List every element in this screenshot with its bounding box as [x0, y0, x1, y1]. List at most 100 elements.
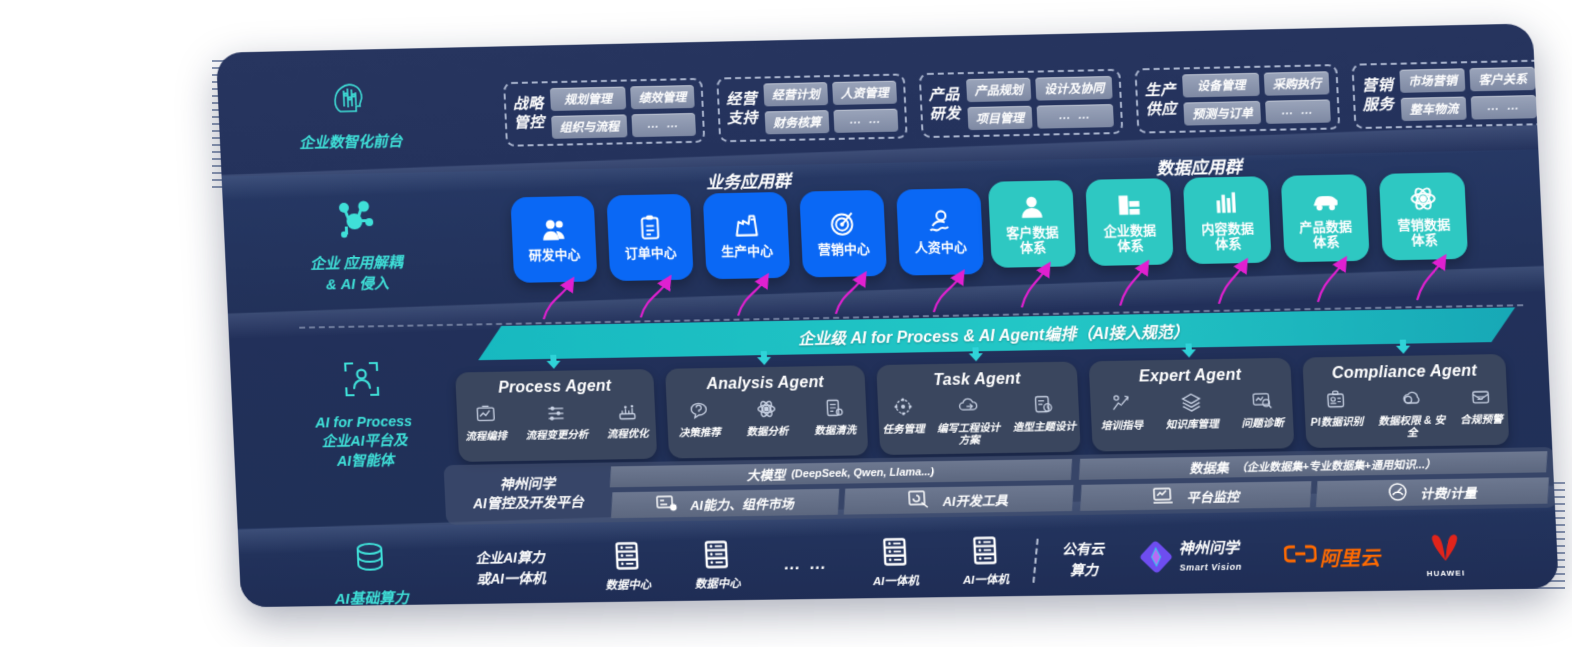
platform-cell-monitor[interactable]: 平台监控: [1080, 481, 1312, 511]
building-icon: [1114, 190, 1142, 218]
top-group-4[interactable]: 营销 服务 市场营销 客户关系 整车物流… …: [1351, 59, 1547, 130]
top-group-3[interactable]: 生产 供应 设备管理 采购执行 预测与订单… …: [1134, 64, 1341, 134]
gauge-icon: [1387, 481, 1408, 504]
doc-clean-icon: [824, 398, 845, 423]
agent-function[interactable]: 培训指导: [1099, 393, 1143, 433]
agent-card-2[interactable]: Task Agent 任务管理 编写工程设计方案 造型主题设计: [876, 347, 1081, 456]
top-group-chip[interactable]: 采购执行: [1263, 71, 1330, 96]
agent-function[interactable]: 编写工程设计方案: [934, 395, 1002, 447]
top-group-chip[interactable]: 组织与流程: [551, 114, 628, 139]
platform-cell-billing[interactable]: 计费/计量: [1315, 477, 1549, 508]
top-group-chip[interactable]: 人资管理: [832, 80, 898, 105]
agent-function[interactable]: 合规预警: [1458, 386, 1503, 438]
public-cloud-l2: 算力: [1069, 561, 1099, 579]
agent-down-arrow-icon: [1393, 339, 1415, 371]
agent-function[interactable]: 任务管理: [881, 396, 925, 448]
data-card-0[interactable]: 客户数据 体系: [987, 180, 1077, 268]
clipboard-icon: [636, 214, 664, 241]
top-group-title: 产品 研发: [928, 86, 961, 123]
business-card-label: 研发中心: [528, 247, 581, 264]
top-group-chip[interactable]: 设计及协同: [1035, 75, 1113, 101]
agent-card-4[interactable]: Compliance Agent PI数据识别 数据权限 & 安全 合规预警: [1302, 339, 1510, 449]
top-group-chip[interactable]: 经营计划: [763, 82, 829, 107]
top-group-chip[interactable]: 预测与订单: [1183, 100, 1262, 126]
top-group-chips: 经营计划 人资管理 财务核算… …: [763, 80, 899, 135]
vendor-huawei[interactable]: HUAWEI: [1424, 532, 1467, 578]
data-card-label: 客户数据 体系: [1006, 224, 1060, 256]
top-group-chip[interactable]: 整车物流: [1400, 96, 1467, 122]
agent-function[interactable]: PI数据识别: [1309, 389, 1364, 441]
agent-card-1[interactable]: Analysis Agent 决策推荐 数据分析 数据清洗: [665, 350, 869, 459]
platform-cell-devtool[interactable]: AI开发工具: [843, 484, 1074, 515]
dataset-bar[interactable]: 数据集 （企业数据集+专业数据集+通用知识...）: [1078, 451, 1548, 480]
dataset-label: 数据集: [1189, 460, 1230, 477]
top-group-2[interactable]: 产品 研发 产品规划 设计及协同 项目管理… …: [918, 68, 1124, 139]
top-group-chip[interactable]: … …: [833, 108, 899, 133]
top-group-chip[interactable]: … …: [631, 112, 697, 138]
row-label-ai: AI for Process 企业AI平台及 AI智能体: [267, 356, 459, 474]
agent-function[interactable]: 问题诊断: [1240, 390, 1284, 430]
id-card-icon: [1325, 389, 1346, 414]
business-card-0[interactable]: 研发中心: [510, 195, 598, 283]
top-group-chip[interactable]: 设备管理: [1182, 72, 1260, 98]
top-group-chip[interactable]: 项目管理: [967, 105, 1033, 131]
models-bar[interactable]: 大模型 (DeepSeek, Qwen, Llama...): [609, 458, 1073, 488]
top-group-chip[interactable]: 客户关系: [1469, 66, 1536, 92]
data-card-4[interactable]: 营销数据 体系: [1378, 172, 1469, 261]
top-group-chip[interactable]: 产品规划: [966, 77, 1032, 103]
agent-function[interactable]: 造型主题设计: [1011, 394, 1077, 446]
top-group-chip[interactable]: … …: [1036, 104, 1115, 129]
agent-function-label: 问题诊断: [1241, 417, 1285, 431]
data-card-1[interactable]: 企业数据 体系: [1085, 178, 1174, 267]
agent-function[interactable]: 流程优化: [605, 401, 649, 441]
vendor-aliyun[interactable]: 阿里云: [1283, 541, 1381, 572]
top-group-chip[interactable]: … …: [1470, 95, 1538, 120]
business-card-label: 订单中心: [624, 245, 677, 262]
agent-function[interactable]: 知识库管理: [1164, 391, 1219, 432]
agent-card-3[interactable]: Expert Agent 培训指导 知识库管理 问题诊断: [1088, 343, 1295, 452]
infra-item-2[interactable]: … …: [783, 554, 829, 575]
agent-function[interactable]: 流程编排: [464, 403, 507, 443]
top-group-title-l1: 产品: [928, 86, 961, 105]
data-card-label-l2: 体系: [1019, 239, 1047, 256]
agent-function[interactable]: 决策推荐: [677, 400, 721, 440]
business-card-1[interactable]: 订单中心: [606, 193, 694, 282]
huawei-logo-icon: [1424, 532, 1466, 568]
infra-divider: [1032, 538, 1039, 583]
agent-function[interactable]: 数据分析: [745, 399, 789, 439]
top-group-chip[interactable]: 财务核算: [764, 110, 830, 135]
agent-card-0[interactable]: Process Agent 流程编排 流程变更分析 流程优化: [455, 354, 658, 462]
agent-function[interactable]: 数据清洗: [813, 397, 857, 437]
agent-functions: 任务管理 编写工程设计方案 造型主题设计: [878, 394, 1081, 449]
business-card-2[interactable]: 生产中心: [702, 191, 791, 280]
vendor-shenzhou-text: 神州问学 Smart Vision: [1178, 540, 1242, 576]
top-group-title-l1: 生产: [1144, 81, 1177, 100]
data-card-3[interactable]: 产品数据 体系: [1280, 174, 1370, 263]
business-card-3[interactable]: 营销中心: [799, 189, 888, 278]
data-card-2[interactable]: 内容数据 体系: [1182, 176, 1272, 265]
infra-item-4[interactable]: AI一体机: [961, 535, 1010, 588]
top-group-chip[interactable]: … …: [1265, 99, 1332, 124]
infra-item-0[interactable]: 数据中心: [603, 540, 651, 593]
agent-function[interactable]: 流程变更分析: [524, 402, 588, 442]
public-cloud-label: 公有云 算力: [1062, 541, 1106, 579]
row-label-front: 企业数智化前台: [254, 76, 444, 156]
top-group-0[interactable]: 战略 管控 规划管理 绩效管理 组织与流程… …: [503, 77, 706, 147]
agent-function[interactable]: 数据权限 & 安全: [1377, 387, 1446, 440]
business-card-4[interactable]: 人资中心: [896, 187, 985, 276]
platform-models-col: 大模型 (DeepSeek, Qwen, Llama...) AI能力、组件市场: [609, 458, 1074, 519]
top-group-chip[interactable]: 规划管理: [549, 86, 627, 112]
top-group-1[interactable]: 经营 支持 经营计划 人资管理 财务核算… …: [716, 73, 908, 143]
platform-cell-market-label: AI能力、组件市场: [689, 495, 795, 513]
top-group-title-l2: 支持: [726, 109, 759, 127]
platform-cell-market[interactable]: AI能力、组件市场: [610, 488, 840, 519]
agent-function-label: PI数据识别: [1310, 415, 1364, 429]
infra-item-3[interactable]: AI一体机: [871, 536, 919, 589]
teach-icon: [1110, 393, 1131, 418]
data-cards: 客户数据 体系 企业数据 体系 内容数据 体系 产品数据 体系 营销数据 体系: [987, 172, 1469, 268]
vendor-shenzhou[interactable]: 神州问学 Smart Vision: [1138, 538, 1243, 579]
top-group-chip[interactable]: 市场营销: [1399, 68, 1466, 93]
top-group-chip[interactable]: 绩效管理: [630, 85, 695, 110]
infra-item-1[interactable]: 数据中心: [693, 539, 741, 592]
